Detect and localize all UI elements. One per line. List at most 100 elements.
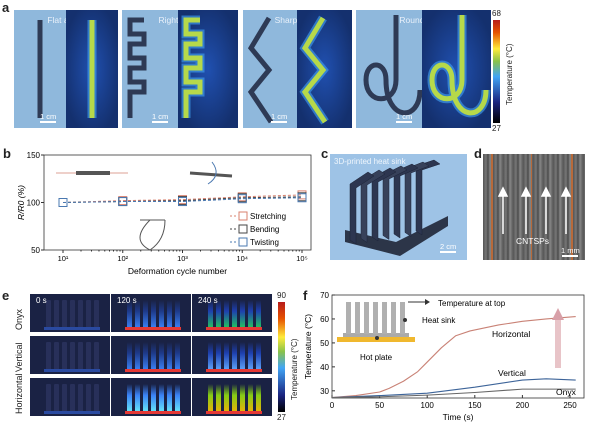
colorbar-e-min: 27 [277, 413, 286, 422]
x-tick-label: 250 [563, 401, 577, 410]
pointer-arrow-icon [425, 299, 430, 305]
annotation-hot-plate: Hot plate [360, 353, 393, 362]
y-tick-label: 60 [320, 315, 329, 324]
heat-sink-fin [349, 171, 375, 245]
panel-label-c: c [321, 146, 329, 161]
legend-marker [238, 211, 248, 221]
photo-2: Sharp angle1 cm [243, 10, 320, 128]
thermal-frame [192, 336, 272, 374]
heat-sink-dot [403, 318, 407, 322]
heat-sink-title: 3D-printed heat sink [334, 157, 406, 166]
x-tick-label: 10³ [177, 254, 188, 263]
thermal-frame [30, 378, 110, 416]
colorbar-a [493, 20, 500, 123]
data-point-twisting [118, 197, 128, 207]
scale-bar-d: 1 mm [561, 246, 580, 255]
cntsp-micrograph: CNTSPs 1 mm [483, 154, 585, 260]
x-tick-label: 150 [468, 401, 482, 410]
chart-f: 30 40 50 60 70 0 50 100 150 200 250 Time (s) Tempera… [303, 291, 585, 422]
scale-bar: 1 cm [40, 112, 57, 121]
heat-sink-fin-icon [400, 302, 405, 334]
thermal-frame [111, 336, 191, 374]
data-point-twisting [178, 197, 187, 207]
thermal-image-3 [422, 10, 491, 128]
colorbar-a-min: 27 [492, 124, 501, 133]
legend-label: Bending [250, 225, 279, 234]
panel-label-a: a [2, 0, 10, 15]
scale-bar: 1 cm [396, 112, 413, 121]
x-tick-label: 0 [330, 401, 335, 410]
strip-icon [76, 171, 110, 175]
colorbar-a-max: 68 [492, 9, 501, 18]
row-label: Vertical [14, 342, 24, 372]
row-label: Onyx [14, 308, 24, 330]
series-label-horizontal: Horizontal [492, 329, 530, 339]
y-axis-label: Temperature (°C) [303, 314, 313, 379]
y-tick-label: 150 [27, 151, 41, 160]
series-line-onyx [331, 388, 576, 399]
arrow-icons [497, 186, 572, 234]
x-tick-label: 10² [117, 254, 128, 263]
heat-sink-base-icon [343, 333, 409, 337]
heat-sink-fin-icon [355, 302, 360, 334]
cntsp-label: CNTSPs [516, 236, 550, 246]
twist-arrow-icon [207, 161, 217, 185]
arrow-up-icon [552, 308, 564, 320]
colorbar-e [278, 302, 285, 412]
x-tick-label: 10¹ [58, 254, 69, 263]
thermal-frame: 0 s [30, 294, 110, 332]
thermal-frame [30, 336, 110, 374]
colorbar-e-label: Temperature (°C) [290, 338, 299, 400]
heat-sink-fin-icon [364, 302, 369, 334]
y-tick-label: 70 [320, 291, 329, 300]
y-axis-label: R/R0 (%) [16, 185, 26, 220]
x-tick-label: 100 [421, 401, 435, 410]
legend-marker [238, 237, 248, 247]
data-point-twisting [237, 194, 247, 204]
scale-bar: 1 cm [271, 112, 288, 121]
series-label-vertical: Vertical [498, 368, 526, 378]
thermal-frame: 120 s [111, 294, 191, 332]
panel-label-e: e [2, 288, 10, 303]
photo-3: Round angle1 cm [356, 10, 448, 128]
panel-label-f: f [303, 288, 308, 303]
legend-label: Stretching [250, 212, 286, 221]
heat-sink-fin-icon [346, 302, 351, 334]
photo-1: Right angle1 cm [122, 10, 202, 128]
bend-icon [139, 219, 166, 251]
annotation-top: Temperature at top [438, 299, 506, 308]
arrow-shaft [555, 320, 561, 368]
time-label: 0 s [36, 296, 47, 305]
scale-bar-c: 2 cm [440, 242, 457, 251]
thermal-image-1 [178, 10, 238, 128]
data-point-twisting [297, 193, 307, 203]
plot-frame [331, 294, 585, 399]
y-tick-label: 50 [320, 339, 329, 348]
x-axis-label: Time (s) [443, 412, 474, 422]
legend-label: Twisting [250, 238, 279, 247]
x-tick-label: 10⁵ [296, 254, 307, 263]
photo-0: Flat angle1 cm [14, 10, 85, 128]
chart-b: 50 100 150 10¹ 10² 10³ 10⁴ 10⁵ Deformation cycle… [16, 151, 312, 276]
thermal-frame [111, 378, 191, 416]
row-label: Horizontal [14, 373, 24, 414]
heat-sink-fin-icon [382, 302, 387, 334]
colorbar-e-max: 90 [277, 291, 286, 300]
x-tick-label: 50 [375, 401, 384, 410]
colorbar-a-label: Temperature (°C) [505, 43, 514, 105]
x-axis-label: Deformation cycle number [128, 266, 227, 276]
annotation-heat-sink: Heat sink [422, 316, 456, 325]
thermal-frame [192, 378, 272, 416]
series-line-vertical [331, 378, 576, 399]
y-tick-label: 40 [320, 363, 329, 372]
thermal-image-2 [297, 10, 352, 128]
heat-sink-drawing [345, 159, 448, 256]
panel-label-b: b [3, 146, 11, 161]
y-tick-label: 30 [320, 387, 329, 396]
scale-bar: 1 cm [152, 112, 169, 121]
heat-sink-photo: 3D-printed heat sink 2 cm [330, 154, 467, 260]
time-label: 240 s [198, 296, 218, 305]
thermal-frame: 240 s [192, 294, 272, 332]
hot-plate-dot [375, 336, 379, 340]
series-line-horizontal [331, 316, 576, 399]
